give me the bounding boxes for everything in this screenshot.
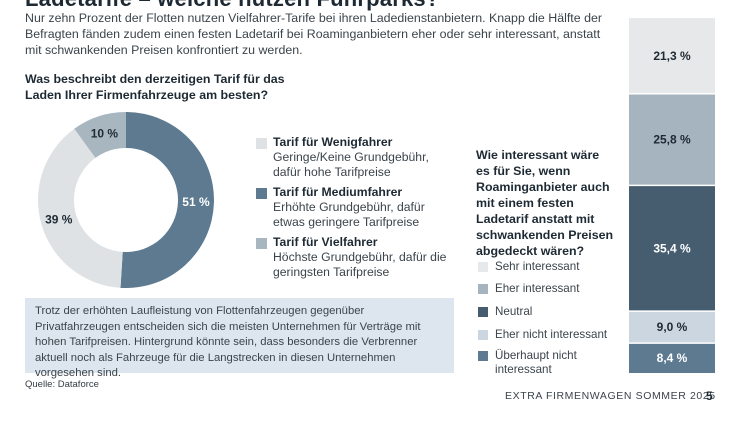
stack-legend-item-eher: Eher interessant — [478, 282, 628, 296]
legend-swatch — [478, 307, 488, 317]
legend-label: Neutral — [495, 305, 533, 318]
footer-issue: EXTRA FIRMENWAGEN SOMMER 2025 — [505, 390, 716, 402]
legend-swatch — [478, 330, 488, 340]
stack-label-eher-nicht: 9,0 % — [657, 320, 688, 334]
donut-legend-item-mediumfahrer: Tarif für Mediumfahrer Erhöhte Grundgebü… — [256, 185, 456, 230]
legend-description: Höchste Grundgebühr, dafür die geringste… — [273, 250, 447, 279]
stack-segment-eher — [629, 93, 715, 186]
donut-slice-mediumfahrer — [120, 112, 215, 288]
donut-slice-vielfahrer — [74, 112, 126, 158]
legend-swatch — [478, 284, 488, 294]
stack-segment-neutral — [629, 185, 715, 312]
legend-heading: Tarif für Wenigfahrer — [273, 135, 393, 149]
stack-legend-item-ueberhaupt-nicht: Überhaupt nicht interessant — [478, 349, 628, 377]
stack-legend-item-eher-nicht: Eher nicht interessant — [478, 328, 628, 342]
legend-swatch — [478, 351, 488, 361]
donut-label-vielfahrer: 10 % — [91, 126, 119, 140]
stack-question: Wie interessant wäre es für Sie, wenn Ro… — [476, 148, 614, 258]
donut-chart: 51 % 39 % 10 % — [37, 112, 215, 288]
stack-segment-eher-nicht — [629, 311, 715, 344]
legend-label: Überhaupt nicht interessant — [495, 349, 577, 376]
legend-swatch — [478, 262, 488, 272]
legend-description: Erhöhte Grundgebühr, dafür etwas geringe… — [273, 200, 425, 229]
stack-segment-ueberhaupt-nicht — [629, 343, 715, 373]
legend-label: Eher nicht interessant — [495, 328, 608, 341]
legend-label: Sehr interessant — [495, 260, 580, 273]
donut-slice-wenigfahrer — [37, 128, 123, 288]
stack-legend-item-sehr: Sehr interessant — [478, 260, 628, 274]
donut-label-mediumfahrer: 51 % — [182, 195, 210, 209]
donut-question: Was beschreibt den derzeitigen Tarif für… — [25, 72, 285, 102]
stack-label-sehr: 21,3 % — [653, 49, 691, 63]
donut-label-wenigfahrer: 39 % — [45, 213, 73, 227]
legend-heading: Tarif für Vielfahrer — [273, 235, 378, 249]
page-title: Ladetarife – welche nutzen Fuhrparks? — [25, 0, 440, 12]
page-number: 5 — [706, 389, 713, 403]
source-note: Quelle: Dataforce — [25, 379, 99, 390]
legend-heading: Tarif für Mediumfahrer — [273, 185, 403, 199]
info-box: Trotz der erhöhten Laufleistung von Flot… — [25, 298, 454, 379]
legend-description: Geringe/Keine Grundgebühr, dafür hohe Ta… — [273, 150, 429, 179]
stack-segment-sehr — [629, 18, 715, 94]
stack-label-eher: 25,8 % — [653, 133, 691, 147]
legend-swatch — [256, 138, 267, 149]
donut-legend-item-wenigfahrer: Tarif für Wenigfahrer Geringe/Keine Grun… — [256, 135, 456, 180]
intro-text: Nur zehn Prozent der Flotten nutzen Viel… — [25, 11, 602, 57]
legend-label: Eher interessant — [495, 282, 580, 295]
stack-legend-item-neutral: Neutral — [478, 305, 628, 319]
donut-legend-item-vielfahrer: Tarif für Vielfahrer Höchste Grundgebühr… — [256, 235, 456, 280]
stack-label-neutral: 35,4 % — [653, 241, 691, 255]
stack-label-ueberhaupt-nicht: 8,4 % — [657, 351, 688, 365]
legend-swatch — [256, 238, 267, 249]
legend-swatch — [256, 188, 267, 199]
stacked-bar-chart: 21,3 % 25,8 % 35,4 % 9,0 % 8,4 % — [629, 18, 715, 373]
